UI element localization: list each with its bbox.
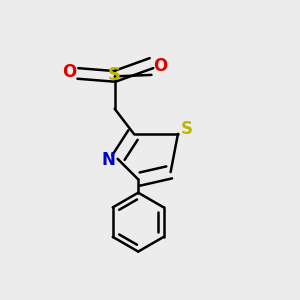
Text: O: O (62, 63, 77, 81)
Text: S: S (108, 66, 121, 84)
Text: S: S (181, 119, 193, 137)
Text: N: N (102, 151, 116, 169)
Text: O: O (153, 57, 167, 75)
